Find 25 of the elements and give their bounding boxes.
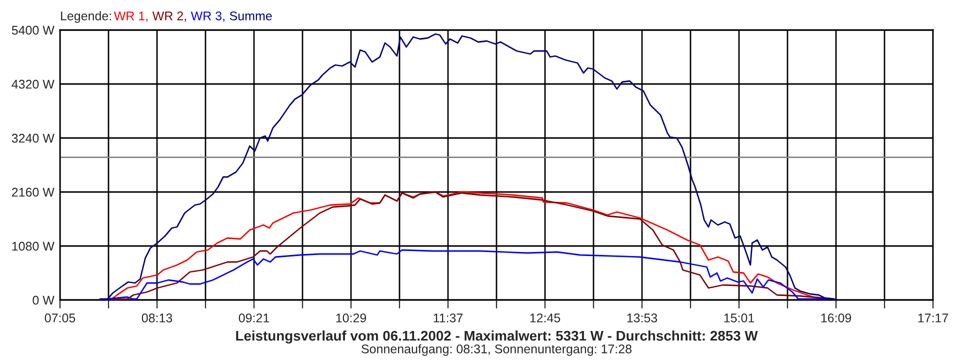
y-tick-label: 3240 W bbox=[12, 134, 54, 143]
x-tick-label: 13:53 bbox=[627, 314, 658, 322]
text: WR 2, bbox=[152, 12, 186, 22]
x-tick-label: 12:45 bbox=[530, 314, 560, 322]
y-tick-label: 5400 W bbox=[12, 26, 54, 35]
text: Leistungsverlauf vom 06.11.2002 - Maximalwert: 5331 W - Durchschnitt: 2853 W bbox=[236, 330, 758, 344]
y-tick-label: 0 W bbox=[32, 296, 54, 305]
legend-title: Legende: bbox=[61, 11, 111, 23]
x-tick-label: 11:37 bbox=[434, 314, 463, 322]
line-series bbox=[99, 249, 828, 300]
text: Summe bbox=[230, 12, 272, 20]
x-tick-label: 16:09 bbox=[821, 314, 852, 322]
text: WR 3, bbox=[190, 12, 224, 22]
text: WR 1, bbox=[114, 12, 148, 22]
y-tick-label: 2160 W bbox=[12, 188, 54, 197]
x-tick-label: 10:29 bbox=[336, 314, 366, 322]
x-tick-label: 15:01 bbox=[724, 314, 754, 322]
x-tick-label: 07:05 bbox=[44, 314, 76, 322]
text: Sonnenaufgang: 08:31, Sonnenuntergang: 17:28 bbox=[362, 344, 632, 356]
y-tick-label: 4320 W bbox=[12, 80, 54, 89]
line-series bbox=[99, 33, 835, 300]
y-tick-label: 1080 W bbox=[12, 242, 54, 251]
x-tick-label: 09:21 bbox=[238, 314, 270, 322]
x-tick-label: 17:17 bbox=[918, 314, 948, 322]
x-tick-label: 08:13 bbox=[142, 314, 172, 322]
